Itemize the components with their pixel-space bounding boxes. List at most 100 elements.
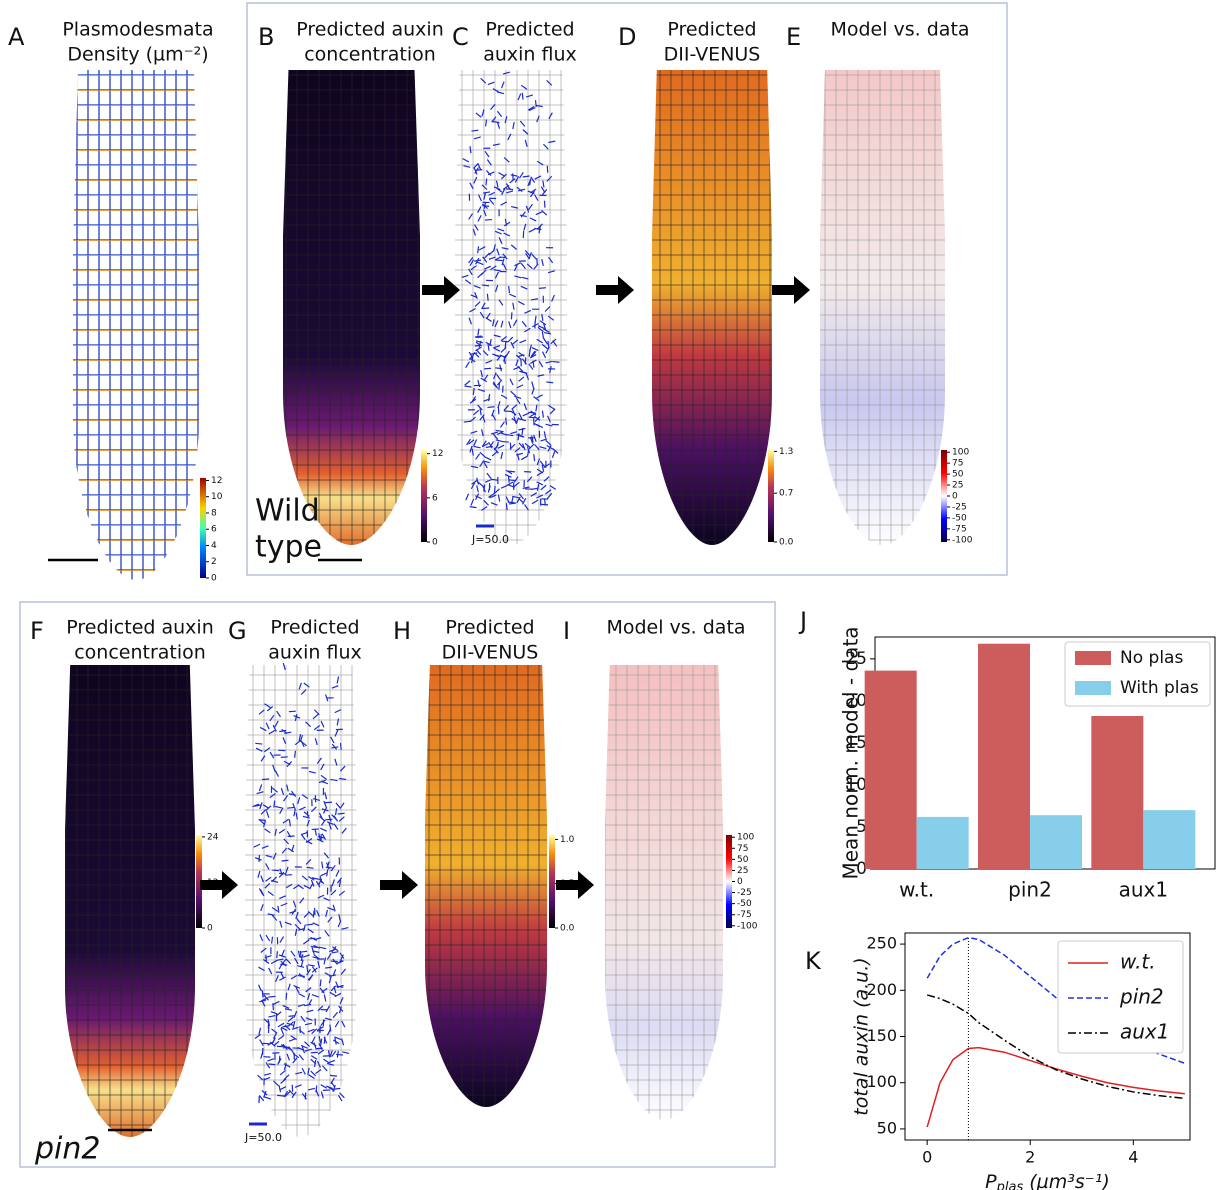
flux-arrow [319,979,322,987]
x-tick-label: 4 [1128,1148,1138,1167]
legend-label: With plas [1120,678,1199,698]
flux-arrow [339,742,342,751]
flux-arrow [304,1048,312,1052]
flux-arrow [330,778,338,782]
flux-arrow [266,706,274,712]
colorbar-tick-label: -75 [737,910,752,920]
flux-arrow [334,709,342,714]
flux-arrow [536,423,544,429]
flux-arrow [512,173,514,181]
flux-arrow [337,812,345,815]
flux-arrow [496,354,502,361]
flux-arrow [492,120,500,124]
flux-arrow [305,859,312,865]
panel-label: J [798,607,807,635]
flux-arrow [297,950,301,958]
flux-arrow [274,828,277,836]
flux-arrow [470,498,475,506]
flux-arrow [337,1094,343,1102]
flux-arrow [339,802,345,809]
flux-arrow [470,482,476,490]
flux-arrow [475,495,483,500]
flux-arrow [259,726,267,732]
flux-arrow [494,320,499,328]
flux-arrow [542,323,547,331]
flux-arrow [484,252,490,259]
flux-arrow [504,473,512,478]
flux-arrow [326,869,329,877]
flux-arrow [264,703,271,709]
flux-arrow [535,211,543,216]
flux-arrow [320,720,325,728]
flux-arrow [469,357,476,363]
flux-arrow [505,183,511,190]
flux-arrow [298,806,306,811]
flux-arrow [265,934,271,942]
cell-walls [65,665,195,1137]
flux-arrow [510,431,518,435]
flux-arrow [501,188,506,196]
flux-arrow [492,433,499,440]
panel-title: Predicted [667,19,756,41]
flux-arrow [282,1046,290,1049]
flux-arrow [502,253,508,260]
flux-arrow [531,435,534,443]
flux-arrow [509,378,514,386]
flux-arrow [535,404,538,412]
flux-arrow [494,284,499,292]
flux-arrow [267,913,275,916]
flux-arrow [280,1078,287,1084]
flux-arrow [294,739,302,746]
flux-arrow [471,479,478,485]
flux-arrow [297,797,301,805]
flux-arrow [325,1005,331,1013]
panel-title: Plasmodesmata [62,19,213,41]
flux-arrow [295,812,298,820]
cell-walls [283,70,420,545]
flux-arrow [279,1086,287,1091]
flux-arrow [518,493,524,500]
flux-arrow [273,1080,280,1087]
flux-arrow [298,993,306,998]
flux-arrow [312,922,320,927]
flux-arrow [269,793,276,799]
flux-arrow [288,710,296,713]
flux-arrow [332,1011,338,1019]
flux-arrow [272,724,277,732]
flux-arrow [338,914,341,922]
flux-arrow [521,92,524,100]
colorbar-tick-label: 6 [211,525,217,535]
colorbar-tick-label: 75 [952,459,963,469]
flux-arrow [259,802,263,810]
flux-arrow [546,165,549,173]
flux-arrow [477,215,482,222]
flux-arrow [466,438,472,446]
flux-arrow [489,494,497,499]
flux-arrow [320,872,328,877]
flux-arrow [469,445,473,453]
flux-arrow [526,476,533,483]
flux-arrow [328,1059,336,1064]
flux-arrow [339,952,345,959]
flux-arrow [311,877,319,880]
flux-arrow [507,133,512,141]
flux-arrow [496,248,500,256]
flux-arrow [252,803,260,808]
flux-arrow [307,875,315,881]
flux-arrow [509,443,516,450]
flux-arrow [485,341,493,347]
flux-arrow [313,944,321,949]
flux-arrow [279,868,283,876]
flux-arrow [302,954,310,958]
flux-arrow [282,662,286,670]
flux-arrow [511,417,518,424]
flux-arrow [294,957,299,965]
flux-arrow [316,757,322,764]
flux-arrow [519,120,526,127]
flux-arrow [294,750,296,758]
colorbar-tick-label: -100 [737,921,758,931]
panel-box [19,601,776,1168]
flux-arrow [461,274,469,278]
flux-arrow [334,758,338,766]
flux-arrow [528,107,536,112]
